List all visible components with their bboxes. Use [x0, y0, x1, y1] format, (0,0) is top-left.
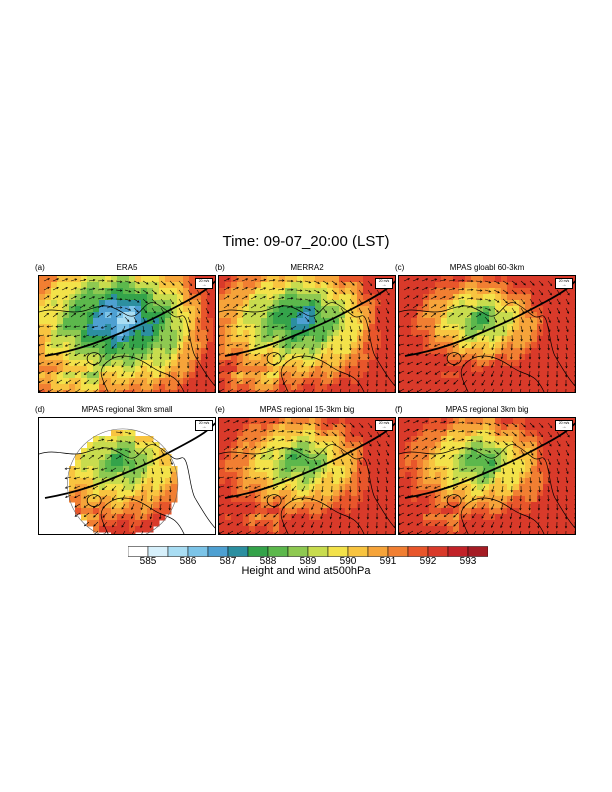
- field-cells: [219, 276, 395, 392]
- colorbar-box: [207, 546, 229, 557]
- colorbar-tick-label: 585: [139, 556, 157, 567]
- colorbar-box: [427, 546, 449, 557]
- map-panel: (e) MPAS regional 15-3km big 20 m/s →: [215, 405, 396, 535]
- colorbar-box: [347, 546, 369, 557]
- wind-vectors: [219, 420, 395, 534]
- reference-arrow-icon: →: [561, 282, 567, 288]
- colorbar-box: [187, 546, 209, 557]
- wind-vectors: [64, 431, 173, 534]
- colorbar-box: [387, 546, 409, 557]
- colorbar: [127, 545, 489, 563]
- reference-vector-label: 20 m/s: [198, 279, 210, 283]
- colorbar-box: [407, 546, 429, 557]
- colorbar-box: [127, 546, 149, 557]
- map-panel: (d) MPAS regional 3km small 20 m/s →: [35, 405, 216, 535]
- colorbar-tick-label: 593: [459, 556, 477, 567]
- map-plot: 20 m/s →: [218, 275, 396, 393]
- reference-arrow-icon: →: [201, 282, 207, 288]
- panel-letter: (f): [395, 405, 403, 414]
- panel-letter: (d): [35, 405, 45, 414]
- height-field: [39, 276, 215, 392]
- panel-letter: (c): [395, 263, 405, 272]
- reference-vector-label: 20 m/s: [378, 421, 390, 425]
- colorbar-box: [307, 546, 329, 557]
- panel-letter: (b): [215, 263, 225, 272]
- coastline: [399, 302, 575, 392]
- figure-title: Time: 09-07_20:00 (LST): [222, 233, 390, 250]
- colorbar-box: [287, 546, 309, 557]
- reference-arrow-icon: →: [201, 424, 207, 430]
- colorbar-box: [227, 546, 249, 557]
- coastline: [39, 302, 215, 392]
- panel-name: MPAS regional 3km big: [445, 405, 529, 414]
- map-plot: 20 m/s →: [218, 417, 396, 535]
- colorbar-box: [467, 546, 489, 557]
- map-plot: 20 m/s →: [398, 417, 576, 535]
- coastline: [399, 444, 575, 534]
- map-panel: (c) MPAS gloabl 60-3km 20 m/s →: [395, 263, 576, 393]
- reference-vector-box: 20 m/s →: [375, 420, 393, 431]
- colorbar-box: [327, 546, 349, 557]
- colorbar-tick-label: 591: [379, 556, 397, 567]
- colorbar-tick-label: 586: [179, 556, 197, 567]
- regional-domain-outline: [67, 428, 179, 534]
- height-field: [39, 422, 215, 534]
- reference-arrow-icon: →: [381, 424, 387, 430]
- map-plot: 20 m/s →: [398, 275, 576, 393]
- panel-name: ERA5: [116, 263, 138, 272]
- colorbar-tick-label: 590: [339, 556, 357, 567]
- colorbar-box: [447, 546, 469, 557]
- coastline: [219, 302, 395, 392]
- reference-vector-box: 20 m/s →: [555, 420, 573, 431]
- colorbar-tick-label: 592: [419, 556, 437, 567]
- colorbar-box: [147, 546, 169, 557]
- colorbar-title: Height and wind at500hPa: [241, 565, 371, 577]
- coastline: [39, 444, 215, 534]
- reference-arrow-icon: →: [561, 424, 567, 430]
- height-field: [219, 418, 395, 534]
- panel-letter: (a): [35, 263, 45, 272]
- height-field: [219, 276, 395, 392]
- panel-name: MPAS regional 15-3km big: [259, 405, 355, 414]
- height-field: [399, 276, 575, 392]
- map-panel: (a) ERA5 20 m/s →: [35, 263, 216, 393]
- reference-vector-box: 20 m/s →: [555, 278, 573, 289]
- colorbar-tick-label: 587: [219, 556, 237, 567]
- map-plot: 20 m/s →: [38, 275, 216, 393]
- reference-vector-label: 20 m/s: [198, 421, 210, 425]
- wind-vectors: [39, 278, 215, 392]
- reference-vector-box: 20 m/s →: [195, 420, 213, 431]
- field-cells: [219, 418, 395, 534]
- reference-vector-label: 20 m/s: [558, 421, 570, 425]
- map-panel: (b) MERRA2 20 m/s →: [215, 263, 396, 393]
- map-plot: 20 m/s →: [38, 417, 216, 535]
- colorbar-boxes: [127, 546, 489, 557]
- reference-vector-label: 20 m/s: [378, 279, 390, 283]
- colorbar-tick-label: 589: [299, 556, 317, 567]
- colorbar-tick-label: 588: [259, 556, 277, 567]
- colorbar-box: [367, 546, 389, 557]
- reference-vector-box: 20 m/s →: [195, 278, 213, 289]
- wind-vectors: [219, 278, 395, 392]
- height-field: [399, 418, 575, 534]
- panel-name: MPAS regional 3km small: [81, 405, 173, 414]
- colorbar-box: [267, 546, 289, 557]
- panel-letter: (e): [215, 405, 225, 414]
- reference-arrow-icon: →: [381, 282, 387, 288]
- field-cells: [39, 276, 215, 392]
- reference-vector-box: 20 m/s →: [375, 278, 393, 289]
- wind-vectors: [399, 420, 575, 534]
- panel-name: MPAS gloabl 60-3km: [449, 263, 525, 272]
- coastline: [219, 444, 395, 534]
- colorbar-box: [247, 546, 269, 557]
- map-panel: (f) MPAS regional 3km big 20 m/s →: [395, 405, 576, 535]
- colorbar-box: [167, 546, 189, 557]
- reference-vector-label: 20 m/s: [558, 279, 570, 283]
- panel-name: MERRA2: [290, 263, 324, 272]
